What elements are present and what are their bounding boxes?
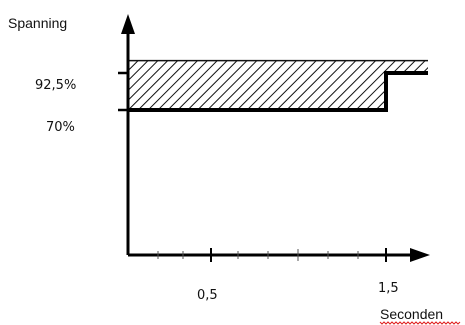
x-axis-arrow-icon <box>410 248 430 262</box>
x-tick-label-0-5: 0,5 <box>197 288 218 303</box>
x-tick-label-1-5: 1,5 <box>378 281 399 296</box>
hatched-region <box>128 60 428 110</box>
y-axis-title: Spanning <box>8 15 67 31</box>
x-minor-ticks <box>157 249 359 261</box>
y-tick-label-70: 70% <box>46 120 75 135</box>
y-axis-arrow-icon <box>121 14 135 34</box>
x-axis-title: Seconden <box>380 306 443 322</box>
y-tick-label-92-5: 92,5% <box>35 78 76 93</box>
voltage-boundary-line <box>128 71 428 112</box>
spellcheck-underline <box>379 321 461 325</box>
